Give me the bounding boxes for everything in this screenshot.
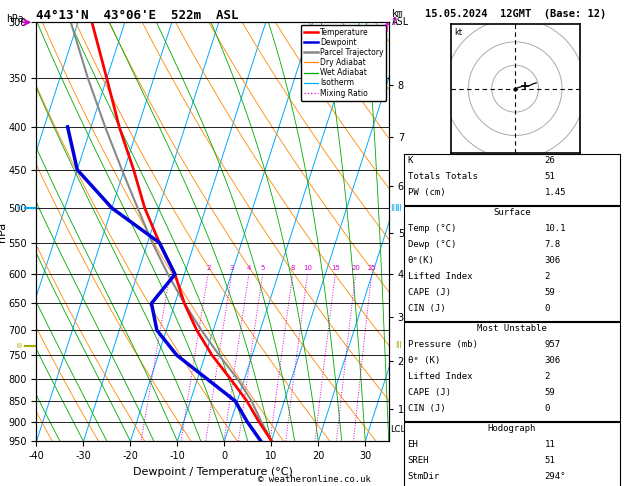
Text: ↑: ↑ [381, 22, 391, 35]
Text: SREH: SREH [408, 456, 429, 465]
Text: 59: 59 [545, 288, 555, 297]
Text: 2: 2 [545, 372, 550, 381]
Text: EH: EH [408, 440, 418, 449]
Text: Lifted Index: Lifted Index [408, 372, 472, 381]
Text: 2: 2 [206, 265, 211, 271]
Text: 20: 20 [352, 265, 360, 271]
Text: CIN (J): CIN (J) [408, 304, 445, 313]
Text: Most Unstable: Most Unstable [477, 324, 547, 333]
Text: 306: 306 [545, 256, 560, 265]
Text: Pressure (mb): Pressure (mb) [408, 340, 477, 349]
Text: 51: 51 [545, 172, 555, 181]
Text: 5: 5 [261, 265, 265, 271]
Text: 10: 10 [303, 265, 313, 271]
Text: 59: 59 [545, 388, 555, 397]
X-axis label: Dewpoint / Temperature (°C): Dewpoint / Temperature (°C) [133, 467, 292, 477]
Text: 294°: 294° [545, 472, 566, 481]
Text: θᵉ(K): θᵉ(K) [408, 256, 435, 265]
Text: PW (cm): PW (cm) [408, 188, 445, 197]
Text: 1.45: 1.45 [545, 188, 566, 197]
Text: LCL: LCL [391, 425, 406, 434]
Text: 10.1: 10.1 [545, 224, 566, 233]
Text: 306: 306 [545, 356, 560, 365]
Text: Surface: Surface [493, 208, 531, 217]
Text: 15.05.2024  12GMT  (Base: 12): 15.05.2024 12GMT (Base: 12) [425, 9, 606, 19]
Text: CAPE (J): CAPE (J) [408, 288, 450, 297]
Text: 8: 8 [291, 265, 296, 271]
Text: Totals Totals: Totals Totals [408, 172, 477, 181]
Text: 1: 1 [169, 265, 173, 271]
Text: hPa: hPa [6, 14, 24, 24]
Text: 26: 26 [545, 156, 555, 165]
Text: 15: 15 [331, 265, 340, 271]
Text: 3: 3 [230, 265, 235, 271]
Text: 2: 2 [545, 272, 550, 281]
Text: ↑: ↑ [390, 17, 399, 27]
Text: III: III [16, 205, 23, 211]
Y-axis label: hPa: hPa [0, 222, 7, 242]
Text: 0: 0 [545, 404, 550, 413]
Text: StmDir: StmDir [408, 472, 440, 481]
Text: 957: 957 [545, 340, 560, 349]
Text: 7.8: 7.8 [545, 240, 560, 249]
Text: 11: 11 [545, 440, 555, 449]
Text: 25: 25 [367, 265, 376, 271]
Text: km: km [392, 9, 404, 19]
Text: Temp (°C): Temp (°C) [408, 224, 456, 233]
Text: kt: kt [454, 28, 462, 37]
Text: III: III [395, 341, 402, 350]
Text: III: III [390, 204, 398, 212]
Text: III: III [395, 204, 402, 212]
Text: K: K [408, 156, 413, 165]
Text: 51: 51 [545, 456, 555, 465]
Text: III: III [16, 343, 23, 348]
Y-axis label: Mixing Ratio (g/kg): Mixing Ratio (g/kg) [407, 189, 416, 275]
Text: θᵉ (K): θᵉ (K) [408, 356, 440, 365]
Legend: Temperature, Dewpoint, Parcel Trajectory, Dry Adiabat, Wet Adiabat, Isotherm, Mi: Temperature, Dewpoint, Parcel Trajectory… [301, 25, 386, 101]
Text: Hodograph: Hodograph [487, 424, 536, 433]
Text: 4: 4 [247, 265, 252, 271]
Text: Dewp (°C): Dewp (°C) [408, 240, 456, 249]
Text: Lifted Index: Lifted Index [408, 272, 472, 281]
Text: 44°13'N  43°06'E  522m  ASL: 44°13'N 43°06'E 522m ASL [36, 9, 239, 22]
Text: © weatheronline.co.uk: © weatheronline.co.uk [258, 474, 371, 484]
Text: CAPE (J): CAPE (J) [408, 388, 450, 397]
Text: 0: 0 [545, 304, 550, 313]
Text: CIN (J): CIN (J) [408, 404, 445, 413]
Text: ASL: ASL [392, 17, 409, 27]
